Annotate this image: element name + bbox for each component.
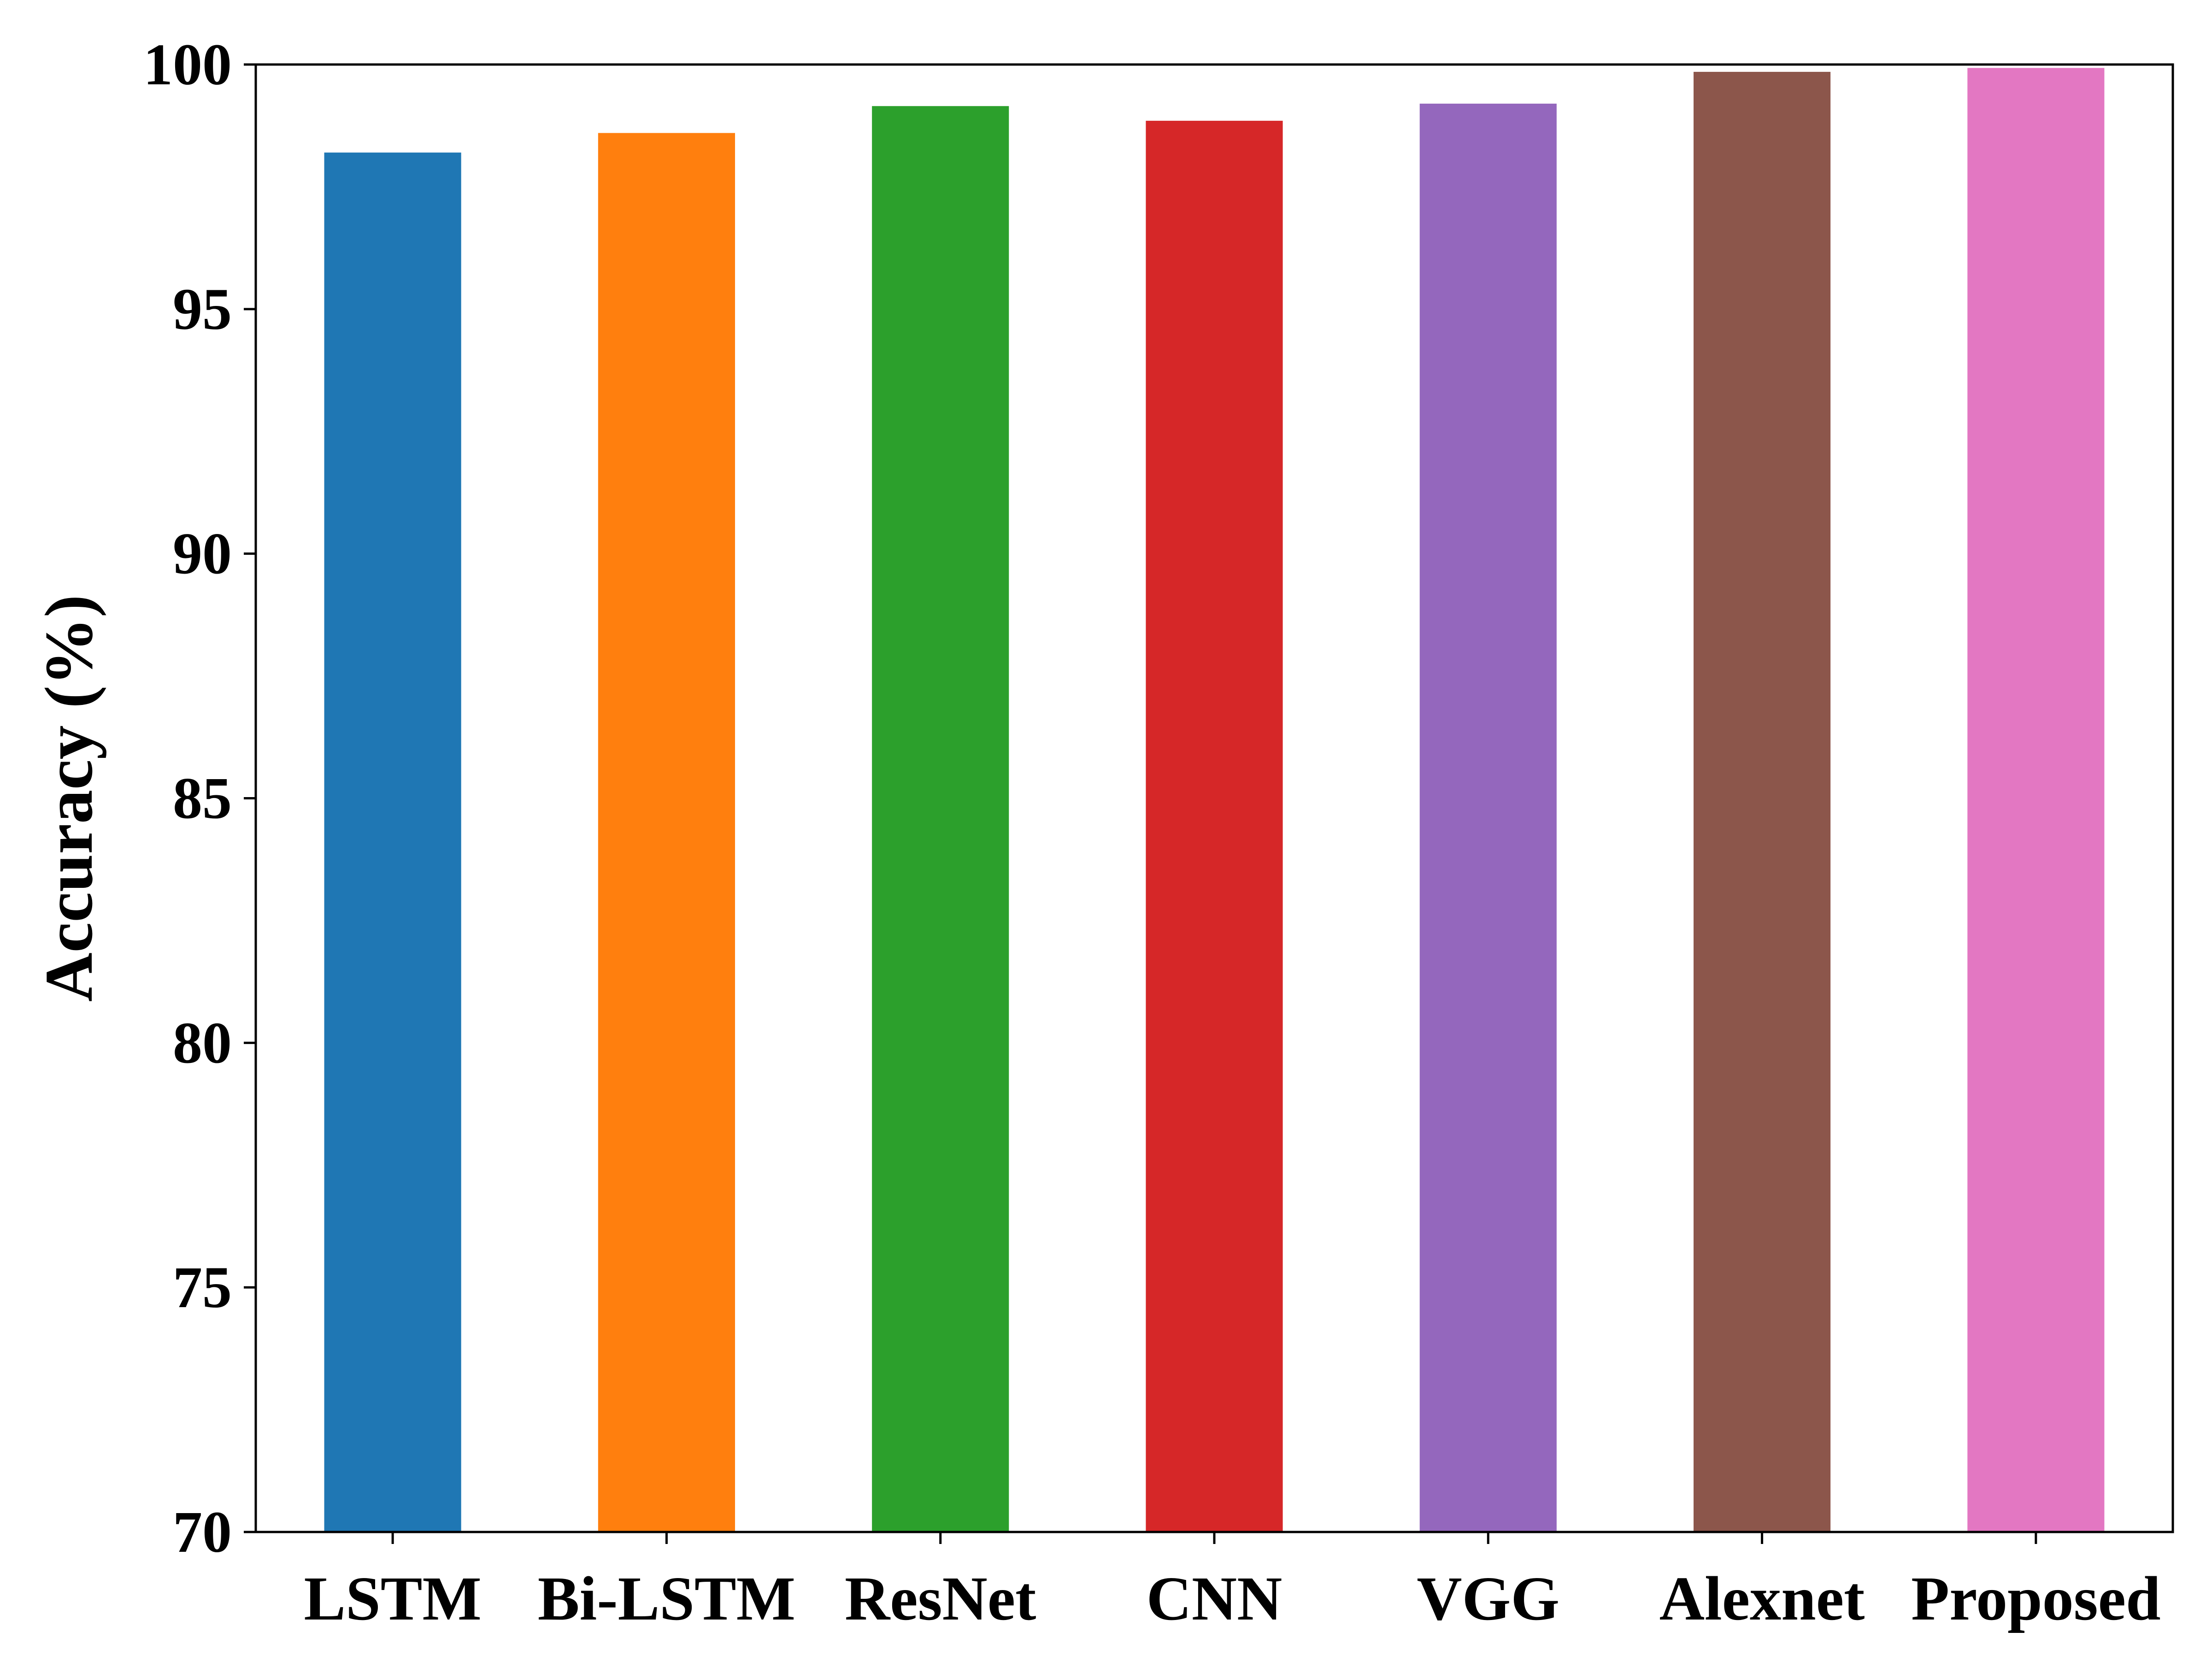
y-tick-label: 70 [173,1499,232,1565]
bar-bi-lstm [598,133,735,1532]
bar-lstm [324,153,461,1532]
x-tick-label-lstm: LSTM [304,1564,481,1633]
x-tick-label-bi-lstm: Bi-LSTM [538,1564,795,1633]
y-tick-label: 80 [173,1010,232,1075]
bar-cnn [1146,121,1283,1532]
y-tick-label: 85 [173,766,232,831]
x-tick-label-vgg: VGG [1417,1564,1559,1633]
y-axis-label: Accuracy (%) [31,595,107,1002]
y-tick-label: 100 [143,32,232,97]
x-tick-label-resnet: ResNet [845,1564,1036,1633]
bar-resnet [872,106,1009,1532]
x-tick-label-proposed: Proposed [1911,1564,2161,1633]
bar-alexnet [1694,71,1831,1532]
bars-group [324,68,2105,1532]
y-tick-label: 90 [173,521,232,587]
x-tick-label-alexnet: Alexnet [1659,1564,1865,1633]
y-ticks-group: 70 75 80 85 90 95 100 [143,32,256,1565]
bar-vgg [1419,103,1557,1532]
bar-proposed [1967,68,2105,1532]
y-tick-label: 75 [173,1255,232,1320]
x-ticks-group: LSTM Bi-LSTM ResNet CNN VGG Alexnet Proposed [304,1532,2161,1633]
y-tick-label: 95 [173,276,232,342]
x-tick-label-cnn: CNN [1147,1564,1282,1633]
